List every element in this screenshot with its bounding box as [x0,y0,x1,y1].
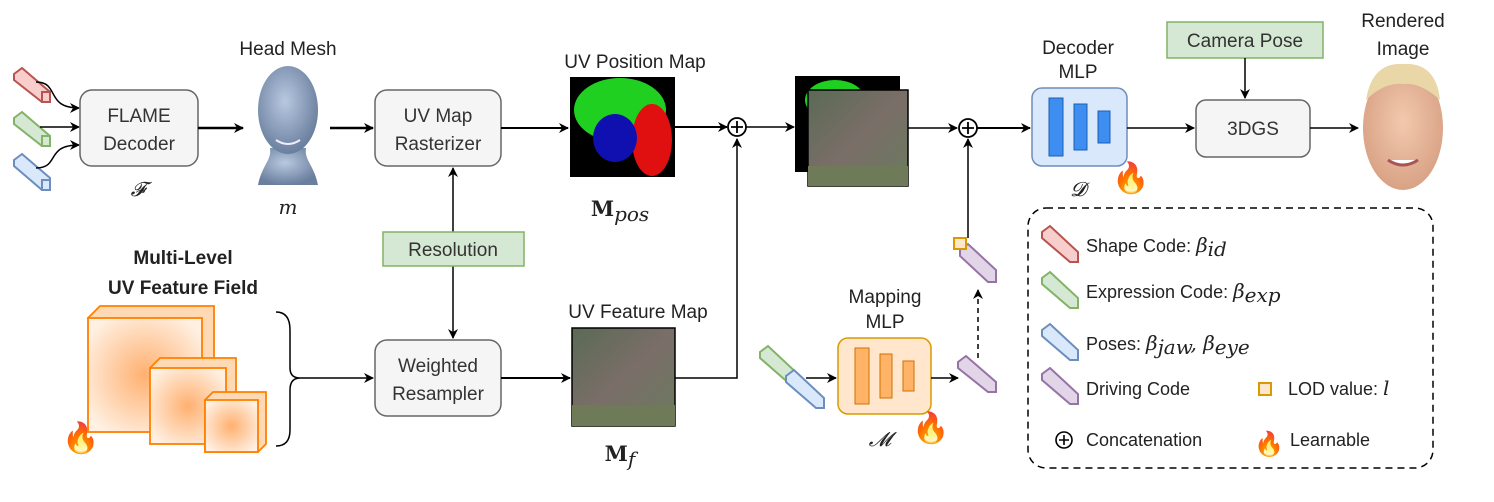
head-mesh-title: Head Mesh [239,39,336,60]
legend: Shape Code: βid Expression Code: βexp Po… [1027,207,1434,469]
flame-symbol: 𝓕 [131,177,153,201]
svg-text:Decoder: Decoder [103,134,175,155]
uv-map-rasterizer-box: UV Map Rasterizer [374,89,502,167]
svg-text:Weighted: Weighted [398,356,478,377]
shape-code-bar-icon [13,66,51,103]
rendered-image-title-2: Image [1377,39,1430,60]
feature-field-title-2: UV Feature Field [108,278,258,299]
fire-icon: 🔥 [1254,430,1284,458]
svg-text:Learnable: Learnable [1290,430,1370,450]
uv-position-map-title: UV Position Map [564,52,706,73]
svg-text:UV Map: UV Map [404,106,473,127]
svg-text:Rasterizer: Rasterizer [395,134,482,155]
decoder-symbol: 𝓓 [1070,177,1090,201]
svg-text:Shape Code: βid: Shape Code: βid [1086,233,1227,261]
multi-level-feature-cubes [86,305,267,453]
concat-plus-icon [727,117,747,137]
driving-code-bar-icon [957,354,997,393]
head-mesh-image [258,66,318,185]
3dgs-box: 3DGS [1195,99,1311,158]
feature-field-title: Multi-Level [133,248,232,269]
flame-decoder-box: FLAME Decoder [79,89,199,167]
uv-position-map-image [570,77,675,177]
decoder-mlp-box [1031,87,1128,167]
svg-text:Poses: βjaw, βeye: Poses: βjaw, βeye [1086,331,1250,359]
mapping-mlp-title: Mapping [849,287,922,308]
uv-feature-map-title: UV Feature Map [568,302,707,323]
poses-bar-icon [13,152,51,191]
concatenated-maps-image [795,76,909,187]
m-pos-symbol: Mpos [591,196,649,226]
fire-icon: 🔥 [62,420,99,455]
camera-pose-box: Camera Pose [1166,21,1324,59]
mapping-symbol: 𝓜 [869,427,898,451]
decoder-mlp-title: Decoder [1042,38,1114,59]
svg-text:3DGS: 3DGS [1227,119,1279,140]
uv-feature-map-image [571,327,676,427]
rendered-face-image [1363,63,1443,190]
svg-text:Concatenation: Concatenation [1086,430,1202,450]
svg-text:LOD value: l: LOD value: l [1288,376,1389,400]
expression-code-bar-icon [13,110,51,147]
concat-plus-icon [958,118,978,138]
driving-code-with-lod-icon [953,237,997,283]
svg-text:Resolution: Resolution [408,240,498,261]
resolution-box: Resolution [382,231,525,267]
mesh-symbol: m [279,195,298,219]
svg-text:FLAME: FLAME [107,106,170,127]
rendered-image-title: Rendered [1361,11,1444,32]
weighted-resampler-box: Weighted Resampler [374,339,502,417]
decoder-mlp-title-2: MLP [1058,62,1097,83]
svg-text:Driving Code: Driving Code [1086,379,1190,399]
concat-plus-icon [1055,431,1073,449]
mapping-mlp-title-2: MLP [865,312,904,333]
bracket [275,311,301,447]
mapping-mlp-box [837,337,932,415]
m-f-symbol: Mf [605,441,639,471]
mapping-input-codes [759,344,825,409]
svg-text:Resampler: Resampler [392,384,485,405]
svg-text:Expression Code: βexp: Expression Code: βexp [1086,279,1281,307]
fire-icon: 🔥 [912,410,949,445]
arrow [35,81,80,113]
lod-cube-icon [1258,382,1272,396]
arrow [35,140,80,169]
fire-icon: 🔥 [1112,160,1149,195]
svg-text:Camera Pose: Camera Pose [1187,31,1303,52]
